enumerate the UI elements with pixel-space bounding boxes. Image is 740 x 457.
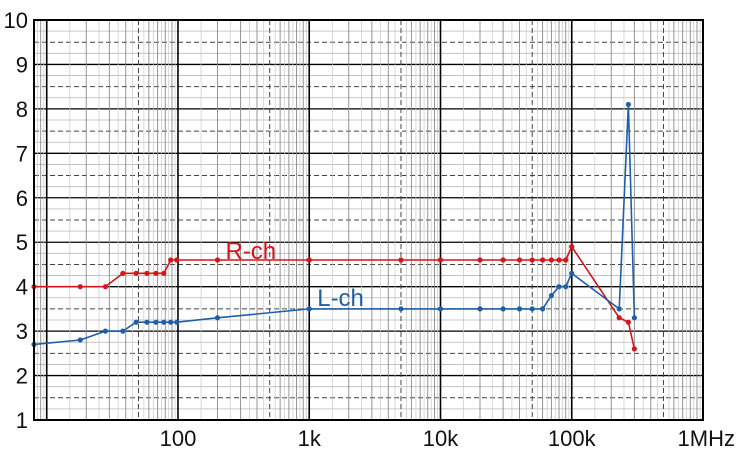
data-point-l-ch — [548, 292, 555, 299]
data-point-r-ch — [133, 270, 139, 276]
data-point-l-ch — [616, 306, 622, 312]
data-point-r-ch — [625, 319, 631, 325]
x-tick-label: 100k — [548, 426, 597, 451]
data-point-l-ch — [516, 306, 523, 312]
data-point-r-ch — [516, 257, 523, 263]
data-point-l-ch — [529, 306, 535, 312]
data-point-l-ch — [625, 101, 631, 108]
data-point-l-ch — [77, 337, 83, 343]
x-tick-label: 100 — [160, 426, 197, 451]
data-point-r-ch — [168, 257, 174, 263]
data-point-r-ch — [477, 257, 483, 263]
data-point-r-ch — [161, 270, 167, 276]
data-point-l-ch — [144, 319, 150, 325]
x-tick-label: 1k — [298, 426, 322, 451]
data-point-r-ch — [144, 270, 150, 276]
data-point-l-ch — [168, 319, 174, 325]
data-point-r-ch — [540, 257, 546, 263]
data-point-l-ch — [174, 319, 180, 325]
data-point-l-ch — [437, 306, 444, 312]
data-point-r-ch — [569, 244, 575, 250]
data-point-r-ch — [77, 284, 83, 290]
data-point-r-ch — [174, 257, 180, 263]
series-labels: R-ch L-ch — [225, 238, 363, 312]
y-axis-labels: 1 2 3 4 5 6 7 8 9 10 — [4, 8, 28, 433]
data-point-l-ch — [477, 306, 483, 312]
data-point-r-ch — [120, 270, 126, 276]
data-point-l-ch — [161, 319, 167, 325]
y-tick-label: 5 — [16, 230, 28, 255]
data-point-l-ch — [556, 284, 562, 290]
y-tick-label: 10 — [4, 8, 28, 33]
data-point-r-ch — [500, 257, 506, 263]
data-point-r-ch — [556, 257, 562, 263]
data-point-l-ch — [540, 306, 546, 312]
data-point-l-ch — [398, 306, 404, 312]
data-point-l-ch — [569, 270, 575, 276]
data-point-l-ch — [120, 328, 126, 334]
data-point-r-ch — [153, 270, 159, 276]
data-point-r-ch — [306, 257, 312, 263]
data-point-l-ch — [631, 315, 637, 321]
data-point-l-ch — [153, 319, 159, 325]
y-tick-label: 1 — [16, 408, 28, 433]
series-points — [31, 101, 637, 352]
data-point-l-ch — [563, 284, 569, 290]
series-label-l-ch: L-ch — [317, 285, 364, 312]
data-point-r-ch — [214, 257, 221, 263]
data-point-r-ch — [398, 257, 404, 263]
data-point-l-ch — [500, 306, 506, 312]
x-tick-label: 1MHz — [678, 426, 735, 451]
data-point-r-ch — [437, 257, 444, 263]
x-tick-label: 10k — [423, 426, 459, 451]
plot-frame — [33, 19, 704, 421]
series-lines — [33, 103, 636, 350]
data-point-r-ch — [563, 257, 569, 263]
series-label-r-ch: R-ch — [225, 238, 276, 265]
data-point-r-ch — [616, 315, 622, 321]
data-point-r-ch — [529, 257, 535, 263]
y-tick-label: 7 — [16, 141, 28, 166]
grid — [33, 19, 704, 421]
data-point-l-ch — [214, 315, 221, 321]
y-tick-label: 2 — [16, 364, 28, 389]
data-point-r-ch — [631, 346, 637, 352]
x-axis-labels: 100 1k 10k 100k 1MHz — [160, 426, 735, 451]
data-point-l-ch — [102, 328, 109, 334]
data-point-l-ch — [133, 319, 139, 325]
y-tick-label: 8 — [16, 97, 28, 122]
data-point-r-ch — [548, 257, 555, 263]
data-point-l-ch — [306, 306, 312, 312]
y-tick-label: 6 — [16, 186, 28, 211]
y-tick-label: 4 — [16, 275, 28, 300]
data-point-r-ch — [102, 284, 109, 290]
y-tick-label: 9 — [16, 52, 28, 77]
y-tick-label: 3 — [16, 319, 28, 344]
